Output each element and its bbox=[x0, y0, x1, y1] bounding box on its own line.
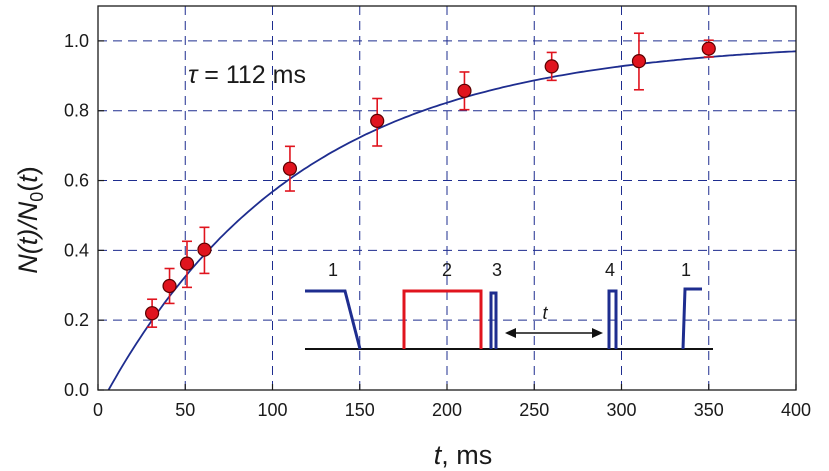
grid bbox=[98, 6, 796, 390]
data-point bbox=[282, 161, 298, 176]
data-points bbox=[144, 32, 716, 328]
pulse-1-first bbox=[305, 289, 362, 350]
y-axis-label: N(t)/N0(t) bbox=[13, 166, 47, 274]
data-point bbox=[701, 41, 716, 56]
x-tick-label: 0 bbox=[93, 400, 103, 420]
fit-curve-group bbox=[107, 50, 797, 391]
x-tick-label: 300 bbox=[606, 400, 636, 420]
x-tick-label: 400 bbox=[781, 400, 811, 420]
y-tick-label: 0.2 bbox=[64, 310, 89, 330]
tau-value: = 112 ms bbox=[197, 61, 306, 89]
pulse-label-4: 4 bbox=[605, 260, 615, 280]
interval-arrow-left-head bbox=[505, 328, 516, 338]
pulse-3 bbox=[489, 291, 498, 349]
data-point bbox=[179, 256, 195, 271]
pulse-label-2: 2 bbox=[442, 260, 452, 280]
data-point bbox=[544, 59, 559, 74]
fit-curve bbox=[107, 50, 797, 391]
interval-label: t bbox=[542, 303, 548, 323]
x-tick-label: 200 bbox=[432, 400, 462, 420]
y-tick-label: 1.0 bbox=[64, 31, 89, 51]
data-point bbox=[370, 113, 385, 128]
y-tick-label: 0.6 bbox=[64, 171, 89, 191]
axis-ticks: 0 50 100 150 200 250 300 350 400 0.0 0.2 0.4 0.6 0.8 1… bbox=[64, 31, 811, 420]
x-tick-label: 100 bbox=[257, 400, 287, 420]
tau-annotation: τ = 112 ms bbox=[188, 61, 306, 89]
data-point bbox=[631, 54, 647, 69]
interval-arrow-right-head bbox=[592, 328, 603, 338]
data-point bbox=[162, 278, 177, 294]
tau-symbol: τ bbox=[188, 61, 199, 89]
pulse-label-3: 3 bbox=[492, 260, 502, 280]
data-point bbox=[457, 83, 472, 98]
data-point bbox=[144, 306, 160, 321]
pulse-1-second bbox=[681, 287, 702, 350]
pulse-sequence-inset: 1 2 3 4 1 t bbox=[305, 260, 713, 350]
x-tick-label: 50 bbox=[175, 400, 195, 420]
pulse-4 bbox=[607, 289, 618, 349]
y-tick-label: 0.8 bbox=[64, 101, 89, 121]
x-tick-label: 250 bbox=[519, 400, 549, 420]
x-axis-label: t, ms bbox=[434, 440, 493, 470]
data-point bbox=[197, 242, 212, 257]
pulse-label-5: 1 bbox=[681, 260, 691, 280]
y-tick-label: 0.0 bbox=[64, 380, 89, 400]
y-tick-label: 0.4 bbox=[64, 240, 89, 260]
x-tick-label: 150 bbox=[345, 400, 375, 420]
pulse-label-1: 1 bbox=[328, 260, 338, 280]
pulse-2 bbox=[402, 289, 483, 349]
x-tick-label: 350 bbox=[694, 400, 724, 420]
